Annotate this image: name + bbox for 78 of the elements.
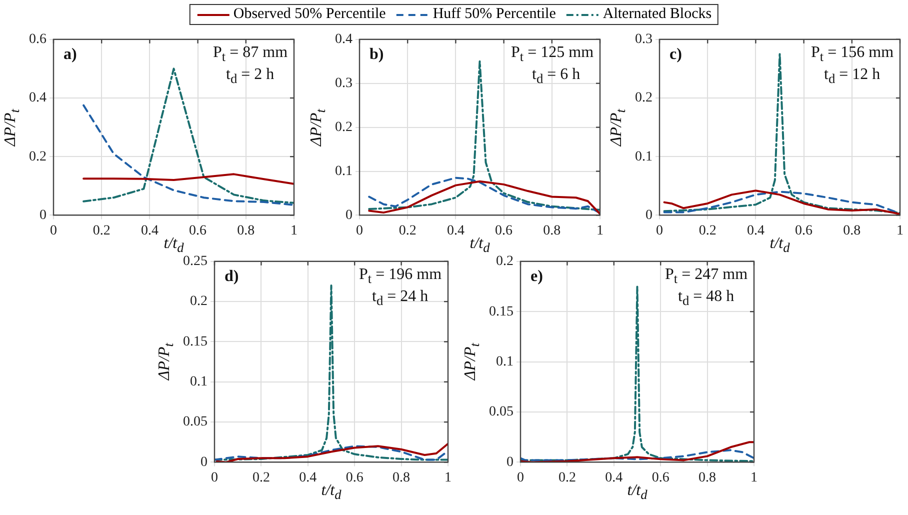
y-tick-label: 0.6 <box>29 32 46 48</box>
x-tick-label: 0 <box>356 223 363 238</box>
annotation: P$_{t}$ = 196 mm <box>359 265 442 289</box>
x-tick-label: 0 <box>211 470 218 486</box>
y-tick-label: 0 <box>200 454 208 470</box>
annotation: t$_{d}$ = 24 h <box>372 287 428 311</box>
x-tick-label: 0.2 <box>398 223 416 238</box>
y-tick-label: 0.2 <box>635 90 652 106</box>
annotation: t$_{d}$ = 48 h <box>678 287 734 311</box>
x-tick-label: 0.2 <box>558 470 576 486</box>
annotation: d) <box>224 267 239 286</box>
annotation: a) <box>64 45 77 64</box>
legend-label: Huff 50% Percentile <box>432 6 556 23</box>
y-tick-label: 0.15 <box>183 334 208 350</box>
x-tick-label: 1 <box>750 470 758 486</box>
x-tick-label: 0.4 <box>140 223 158 238</box>
x-tick-label: 0.6 <box>795 223 813 238</box>
x-tick-label: 0.4 <box>299 470 317 486</box>
y-tick-label: 0 <box>346 208 352 223</box>
y-tick-label: 0 <box>506 454 514 470</box>
y-tick-label: 0.1 <box>496 354 514 370</box>
y-tick-label: 0.1 <box>190 374 208 390</box>
x-tick-label: 0.4 <box>746 223 764 238</box>
x-tick-label: 0.6 <box>346 470 364 486</box>
y-tick-label: 0.05 <box>183 414 208 430</box>
x-axis-title: t/t$_{d}$ <box>470 235 490 256</box>
y-tick-label: 0 <box>40 208 46 223</box>
y-tick-label: 0 <box>646 208 652 223</box>
y-tick-label: 0.2 <box>335 120 352 135</box>
x-tick-label: 1 <box>596 223 604 238</box>
annotation: P$_{t}$ = 156 mm <box>811 43 894 67</box>
x-tick-label: 1 <box>290 223 298 238</box>
x-tick-label: 0.8 <box>543 223 561 238</box>
y-tick-label: 0.3 <box>335 76 352 92</box>
x-tick-label: 0 <box>517 470 524 486</box>
x-tick-label: 0.8 <box>237 223 255 238</box>
annotation: b) <box>370 45 384 64</box>
y-tick-label: 0.1 <box>335 164 352 179</box>
annotation: c) <box>670 45 682 64</box>
y-tick-label: 0.05 <box>489 404 514 420</box>
annotation: t$_{d}$ = 12 h <box>824 65 880 89</box>
x-tick-label: 0.8 <box>843 223 861 238</box>
y-tick-label: 0.1 <box>635 149 652 164</box>
x-axis-title: t/t$_{d}$ <box>321 482 342 504</box>
x-tick-label: 0 <box>50 223 57 238</box>
line-series <box>82 104 294 206</box>
line-series <box>82 68 294 204</box>
x-tick-label: 0.6 <box>652 470 670 486</box>
annotation: P$_{t}$ = 87 mm <box>213 43 288 67</box>
legend-label: Observed 50% Percentile <box>233 6 386 23</box>
x-tick-label: 0.8 <box>698 470 716 486</box>
x-tick-label: 0 <box>656 223 663 238</box>
x-tick-label: 1 <box>896 223 904 238</box>
x-axis-title: t/t$_{d}$ <box>770 235 790 256</box>
annotation: t$_{d}$ = 6 h <box>532 65 580 89</box>
annotation: P$_{t}$ = 125 mm <box>511 43 594 67</box>
y-tick-label: 0.4 <box>335 32 352 48</box>
y-tick-label: 0.2 <box>496 254 514 270</box>
annotation: t$_{d}$ = 2 h <box>226 65 274 89</box>
y-tick-label: 0.15 <box>489 304 514 320</box>
x-tick-label: 0.2 <box>92 223 110 238</box>
x-tick-label: 0.4 <box>446 223 464 238</box>
annotation: P$_{t}$ = 247 mm <box>665 265 748 289</box>
x-tick-label: 1 <box>444 470 452 486</box>
y-tick-label: 0.3 <box>635 32 652 48</box>
y-tick-label: 0.4 <box>29 90 46 106</box>
y-tick-label: 0.2 <box>190 294 208 310</box>
y-tick-label: 0.2 <box>29 149 46 164</box>
legend-label: Alternated Blocks <box>602 6 712 23</box>
x-tick-label: 0.4 <box>605 470 623 486</box>
x-tick-label: 0.2 <box>698 223 716 238</box>
annotation: e) <box>530 267 543 286</box>
y-tick-label: 0.25 <box>183 254 208 270</box>
x-axis-title: t/t$_{d}$ <box>164 235 184 256</box>
line-series <box>520 449 754 462</box>
x-tick-label: 0.8 <box>392 470 410 486</box>
x-axis-title: t/t$_{d}$ <box>627 482 648 504</box>
x-tick-label: 0.2 <box>252 470 270 486</box>
